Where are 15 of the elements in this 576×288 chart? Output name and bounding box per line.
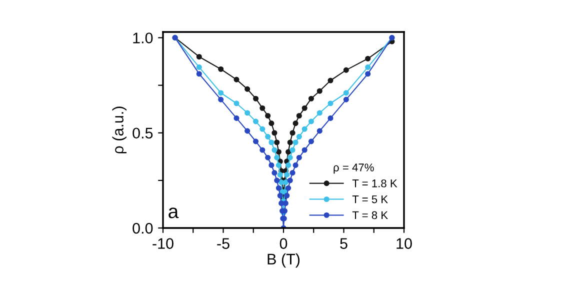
- annotation: a: [168, 208, 179, 218]
- x-tick-label: 0: [280, 238, 288, 249]
- y-tick-label: 1.0: [133, 32, 153, 44]
- x-tick-label: 5: [340, 238, 348, 249]
- y-tick-label: 0.0: [132, 222, 153, 234]
- legend-title: ρ = 47%: [334, 164, 374, 174]
- y-axis-title: ρ (a.u.): [112, 106, 126, 154]
- legend-label: T = 1.8 K: [352, 179, 398, 188]
- y-tick-label: 0.5: [132, 128, 153, 139]
- x-tick-label: 10: [396, 238, 412, 249]
- x-axis-title: B (T): [268, 253, 300, 268]
- legend-label: T = 8 K: [352, 211, 388, 220]
- legend-label: T = 5 K: [352, 195, 388, 204]
- x-tick-label: -10: [152, 238, 174, 249]
- x-tick-label: -5: [217, 238, 230, 249]
